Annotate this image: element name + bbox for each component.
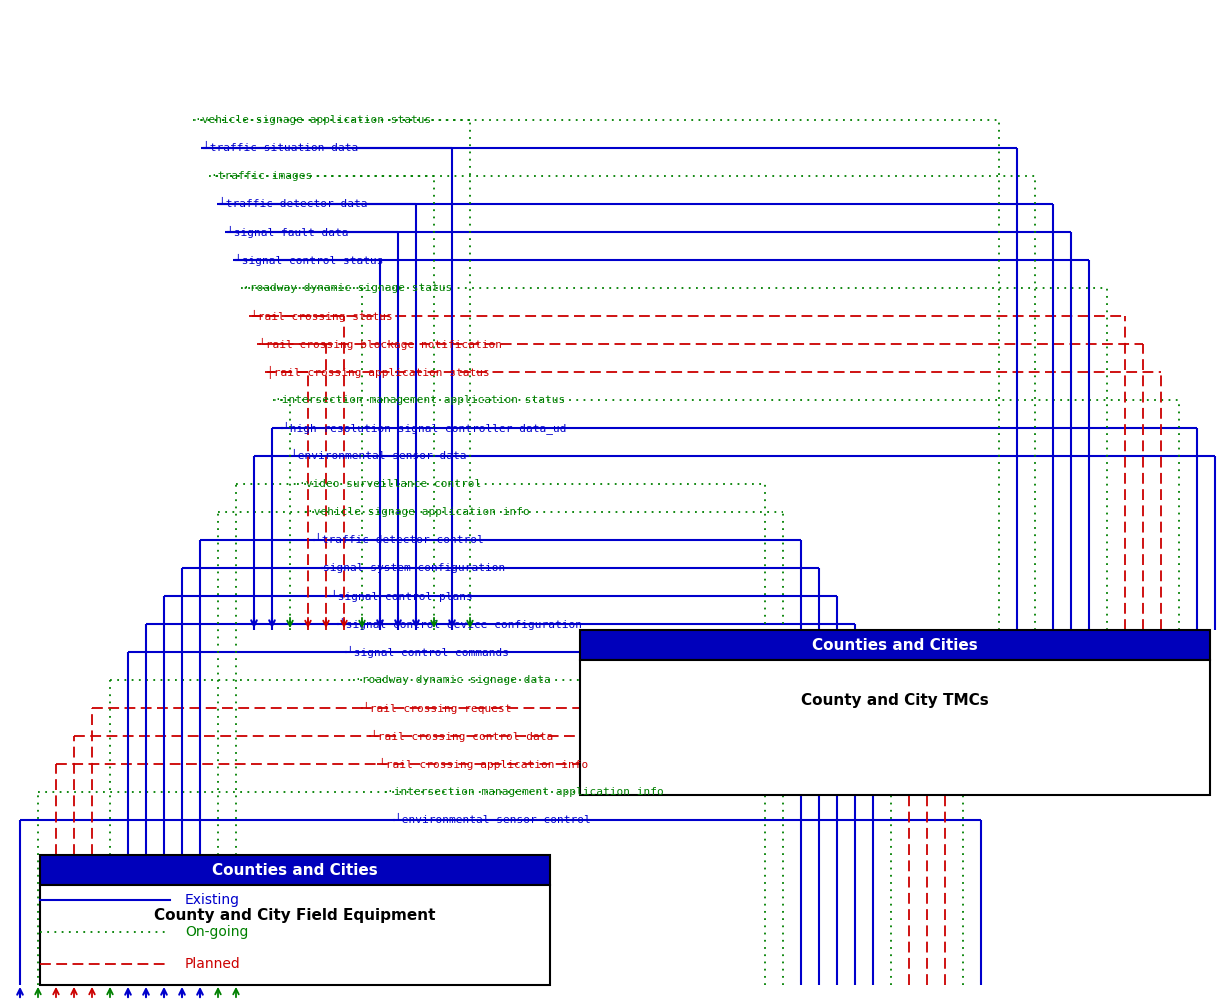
Text: County and City TMCs: County and City TMCs xyxy=(801,693,988,708)
Text: └traffic situation data: └traffic situation data xyxy=(203,143,358,153)
Text: ·vehicle signage application info: ·vehicle signage application info xyxy=(307,507,529,517)
Text: ·vehicle signage application status: ·vehicle signage application status xyxy=(194,115,431,125)
Text: Planned: Planned xyxy=(185,957,241,971)
Text: └traffic detector control: └traffic detector control xyxy=(315,535,484,545)
Text: └high resolution signal controller data_ud: └high resolution signal controller data_… xyxy=(283,421,566,434)
Text: County and City Field Equipment: County and City Field Equipment xyxy=(154,908,436,923)
Text: └signal control device configuration: └signal control device configuration xyxy=(339,618,582,630)
Text: Counties and Cities: Counties and Cities xyxy=(212,862,378,877)
Text: ·roadway dynamic signage data: ·roadway dynamic signage data xyxy=(355,675,550,685)
Text: Counties and Cities: Counties and Cities xyxy=(812,637,977,652)
Text: └environmental sensor data: └environmental sensor data xyxy=(291,451,467,461)
Text: └rail crossing blockage notification: └rail crossing blockage notification xyxy=(259,338,502,350)
Text: ·roadway dynamic signage status: ·roadway dynamic signage status xyxy=(243,283,452,293)
Bar xyxy=(580,630,1210,660)
Bar xyxy=(39,885,550,985)
Text: └rail crossing application info: └rail crossing application info xyxy=(379,758,588,770)
Text: └signal control commands: └signal control commands xyxy=(347,646,508,658)
Bar xyxy=(39,855,550,885)
Text: └rail crossing control data: └rail crossing control data xyxy=(371,730,553,742)
Text: └environmental sensor control: └environmental sensor control xyxy=(395,815,591,825)
Text: └signal fault data: └signal fault data xyxy=(227,226,348,238)
Text: │rail crossing application status: │rail crossing application status xyxy=(267,366,490,379)
Text: ·intersection management application status: ·intersection management application sta… xyxy=(275,395,565,405)
Text: └signal control plans: └signal control plans xyxy=(331,590,473,602)
Text: signal system configuration: signal system configuration xyxy=(323,563,505,573)
Text: ·video surveillance control: ·video surveillance control xyxy=(299,479,481,489)
Text: └traffic detector data: └traffic detector data xyxy=(219,199,368,209)
Text: Existing: Existing xyxy=(185,893,240,907)
Text: ·traffic images: ·traffic images xyxy=(211,171,313,181)
Text: └signal control status: └signal control status xyxy=(235,254,384,266)
Text: ·intersection management application info: ·intersection management application inf… xyxy=(387,787,664,797)
Text: └rail crossing request: └rail crossing request xyxy=(363,701,512,714)
Bar xyxy=(580,660,1210,795)
Text: On-going: On-going xyxy=(185,925,249,939)
Text: └rail crossing status: └rail crossing status xyxy=(251,310,393,322)
